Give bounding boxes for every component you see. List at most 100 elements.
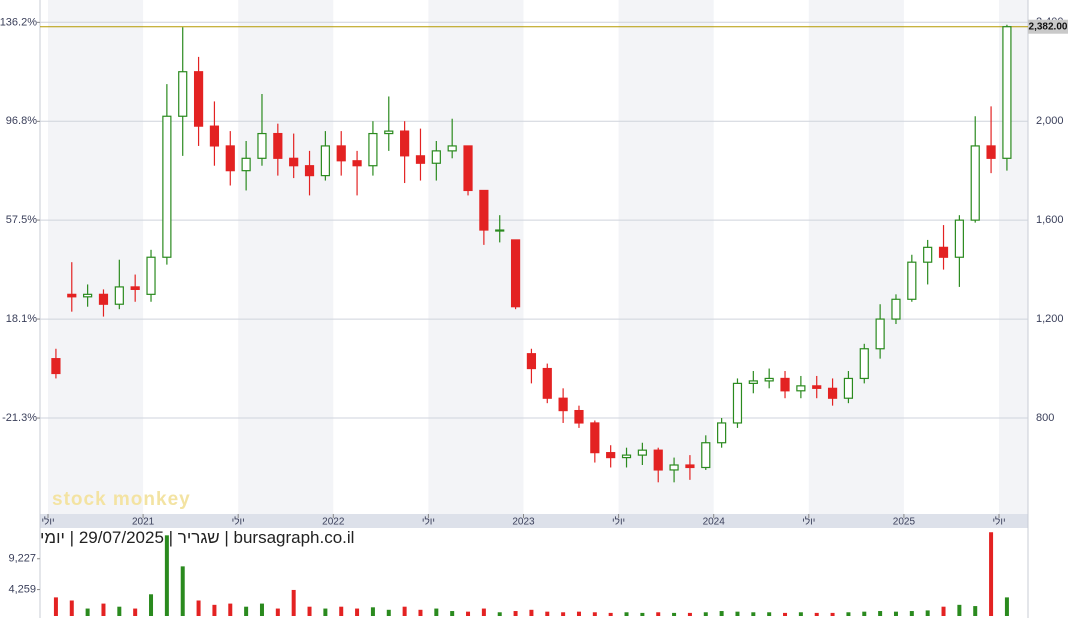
last-price-label: 2,382.00 (1029, 21, 1068, 32)
volume-bar (149, 594, 154, 616)
x-tick-label: 2025 (893, 517, 916, 528)
volume-bar (624, 612, 629, 616)
volume-bar (735, 611, 740, 616)
volume-bar (925, 610, 930, 616)
candle-body (606, 452, 616, 459)
volume-bar (783, 612, 788, 616)
candle-body (669, 464, 679, 471)
candle-body (875, 318, 885, 350)
candle-body (98, 293, 109, 305)
volume-bar (798, 612, 803, 616)
header-part: שגריר (177, 528, 220, 547)
candle-body (637, 449, 647, 456)
candle-body (495, 229, 505, 232)
volume-bar (244, 606, 249, 616)
candle-body (780, 377, 790, 392)
volume-bar (434, 608, 439, 616)
volume-bar (133, 608, 138, 616)
volume-bar (497, 612, 502, 616)
y-tick-label: 1,200 (1036, 313, 1064, 325)
candle-body (336, 145, 346, 162)
volume-bar (640, 612, 645, 616)
volume-bar (893, 611, 898, 616)
candle-body (431, 150, 441, 164)
volume-bar (101, 603, 106, 616)
header-part: bursagraph.co.il (233, 528, 355, 547)
volume-bar (561, 612, 566, 616)
y2-tick-label: 96.8% (6, 115, 37, 127)
candle-body (621, 454, 632, 459)
volume-bar (957, 604, 962, 616)
candle-body (162, 115, 172, 258)
header-part: 29/07/2025 (78, 528, 164, 547)
volume-bar (259, 603, 264, 616)
volume-bar (687, 612, 692, 616)
candle-body (986, 145, 996, 159)
half-year-band (238, 0, 334, 514)
half-year-band (808, 0, 904, 514)
volume-bar (545, 611, 550, 616)
volume-bar (862, 611, 867, 616)
volume-bar (180, 566, 185, 616)
candle-body (289, 157, 299, 167)
candle-body (67, 293, 77, 298)
candle-body (225, 145, 235, 172)
x-axis-strip (40, 514, 1028, 528)
candle-body (241, 157, 251, 172)
y-tick-label: 4,259 (8, 583, 36, 595)
header: יומי | 29/07/2025 | שגריר | bursagraph.c… (40, 528, 355, 547)
candle-body (320, 145, 330, 177)
volume-bar (751, 612, 756, 616)
candle-body (510, 239, 521, 308)
volume-bar (672, 612, 677, 616)
volume-bar (989, 532, 994, 616)
volume-bar (117, 606, 122, 616)
y2-tick-label: 18.1% (6, 313, 37, 325)
candle-body (178, 71, 188, 117)
candle-body (970, 145, 980, 221)
candle-body (51, 358, 61, 375)
candle-body (209, 125, 220, 147)
y2-tick-label: -21.3% (2, 412, 37, 424)
candle-body (938, 246, 949, 258)
volume-bar (386, 609, 391, 616)
volume-bar (69, 600, 74, 616)
candle-body (827, 387, 838, 399)
candle-body (796, 385, 806, 392)
y2-tick-label: 136.2% (0, 16, 37, 28)
volume-bar (370, 607, 375, 616)
candle-body (1002, 26, 1012, 159)
y-tick-label: 9,227 (8, 553, 36, 565)
candle-body (954, 219, 964, 258)
volume-bar (307, 606, 312, 616)
x-tick-label: יולי (232, 516, 245, 528)
candle-body (843, 377, 854, 399)
half-year-band (618, 0, 714, 514)
candle-body (732, 382, 743, 424)
x-tick-label: 2024 (703, 517, 726, 528)
candle-body (273, 132, 283, 159)
volume-bar (323, 608, 328, 616)
volume-bar (513, 611, 518, 616)
volume-bar (355, 608, 360, 616)
last-price-box (1028, 19, 1068, 34)
x-tick-label: 2022 (322, 517, 345, 528)
volume-bar (53, 597, 58, 616)
candle-body (653, 449, 663, 471)
volume-bar (576, 611, 581, 616)
volume-bar (228, 603, 233, 616)
volume-bar (529, 609, 534, 616)
candle-body (83, 293, 93, 298)
x-tick-label: 2021 (132, 517, 155, 528)
candle-body (542, 367, 552, 399)
candle-body (558, 397, 568, 412)
candle-body (748, 380, 758, 384)
volume-bar (481, 608, 486, 616)
candle-body (304, 165, 315, 177)
volume-bar (212, 604, 217, 616)
candle-body (114, 286, 124, 305)
volume-bar (767, 612, 772, 616)
x-tick-label: יולי (422, 516, 435, 528)
volume-bar (719, 611, 724, 616)
